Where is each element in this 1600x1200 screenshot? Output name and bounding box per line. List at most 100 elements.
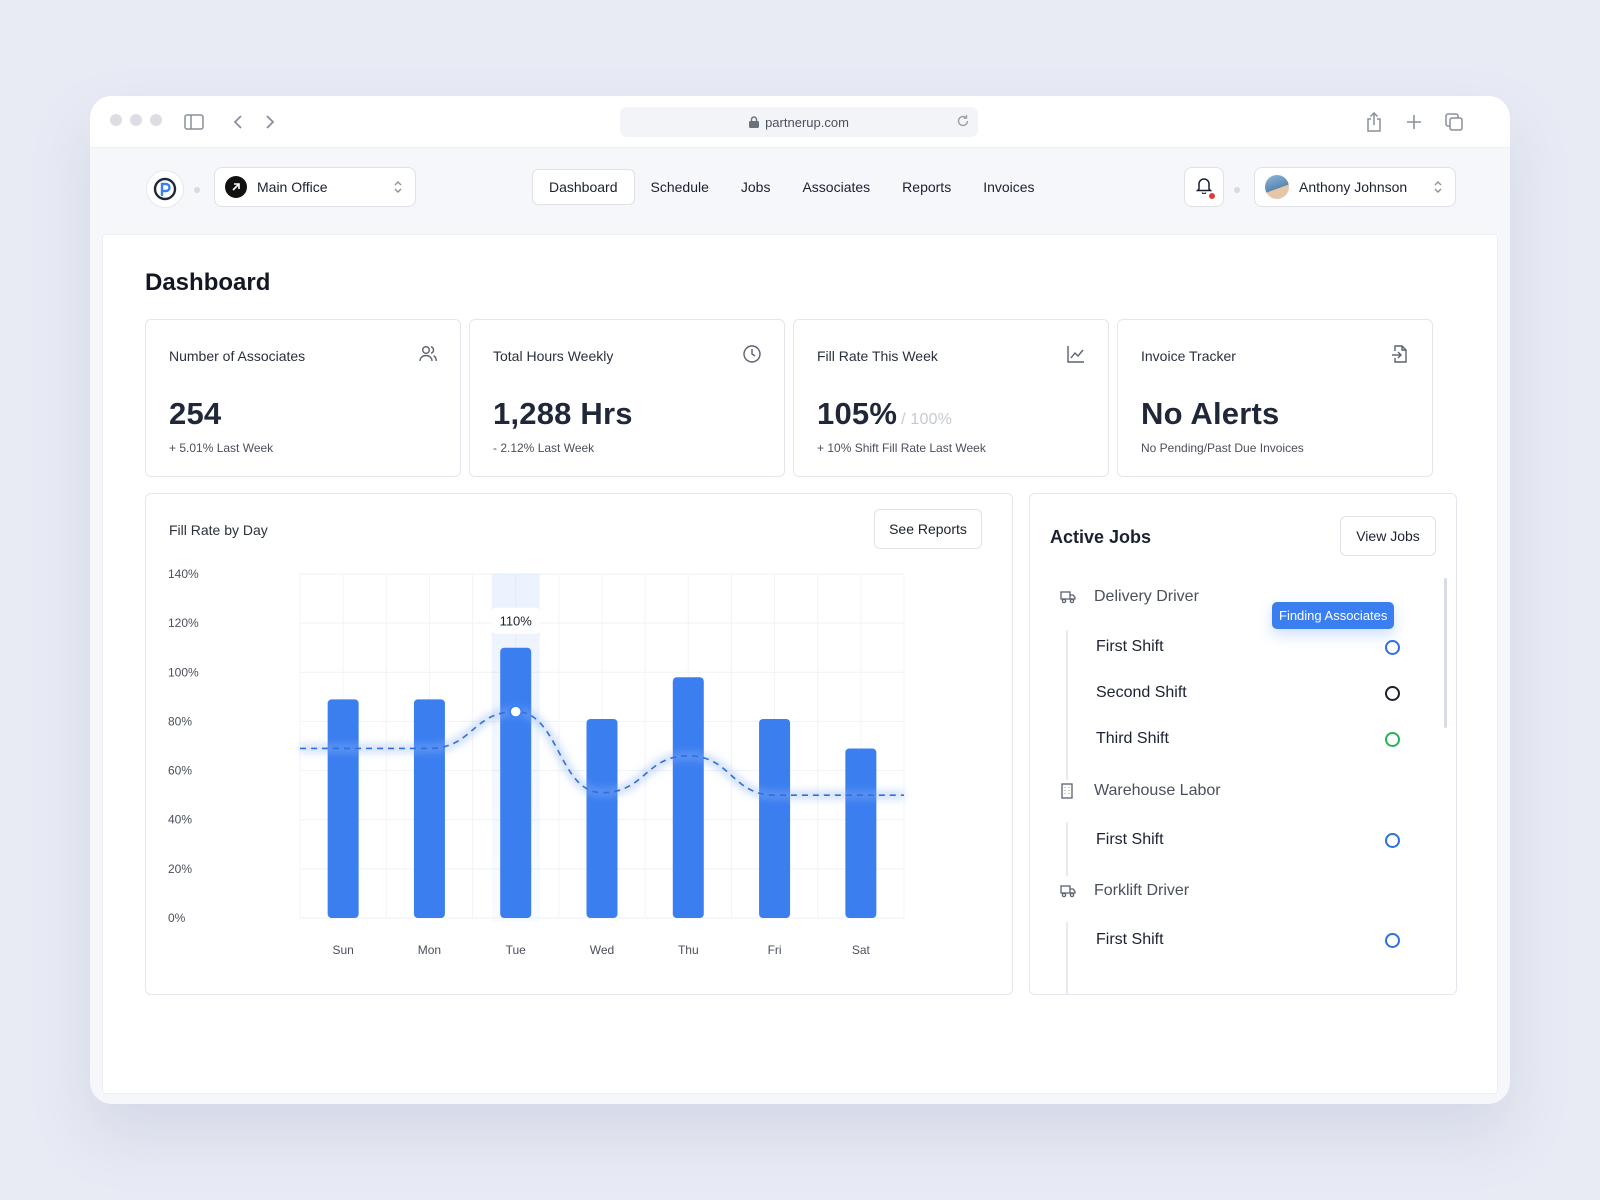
tab-reports[interactable]: Reports <box>902 179 952 195</box>
view-jobs-button[interactable]: View Jobs <box>1340 516 1436 556</box>
reload-icon[interactable] <box>956 114 970 131</box>
stat-value: 105%/ 100% <box>817 396 952 432</box>
fill-rate-chart: 0% 20% 40% 60% 80% 100% 120% 140% Sun Mon Tue Wed Th… <box>168 567 905 957</box>
office-icon <box>225 176 247 198</box>
status-ring <box>1385 640 1400 655</box>
highlight-tooltip <box>491 607 540 634</box>
user-menu[interactable]: Anthony Johnson <box>1254 167 1456 207</box>
highlight-value-label: 110% <box>500 614 533 629</box>
close-window-button[interactable] <box>110 114 122 126</box>
job-group-name: Warehouse Labor <box>1094 782 1221 799</box>
chart-title: Fill Rate by Day <box>169 522 268 538</box>
job-group-delivery-driver[interactable]: Delivery Driver <box>1060 588 1199 606</box>
tab-jobs[interactable]: Jobs <box>740 179 771 195</box>
shift-item[interactable]: Second Shift <box>1096 684 1187 701</box>
notifications-button[interactable] <box>1184 167 1224 207</box>
y-tick-label: 100% <box>168 665 199 679</box>
x-tick-label: Thu <box>678 943 699 957</box>
clock-icon <box>742 344 762 369</box>
job-group-name: Forklift Driver <box>1094 882 1190 899</box>
highlight-point <box>509 705 522 718</box>
fill-rate-chart-card: Fill Rate by Day See Reports 0% 20% 40% 60%… <box>145 493 1013 995</box>
tab-invoices[interactable]: Invoices <box>983 179 1035 195</box>
see-reports-button[interactable]: See Reports <box>874 509 982 549</box>
stat-label: Total Hours Weekly <box>493 348 614 364</box>
stat-label: Invoice Tracker <box>1141 348 1236 364</box>
url-text: partnerup.com <box>765 114 849 130</box>
status-ring <box>1385 686 1400 701</box>
y-tick-label: 40% <box>168 813 192 827</box>
brand-logo[interactable] <box>146 170 184 208</box>
tab-schedule[interactable]: Schedule <box>650 179 709 195</box>
y-tick-label: 60% <box>168 764 192 778</box>
separator-dot <box>1234 187 1240 193</box>
office-select[interactable]: Main Office <box>214 167 416 207</box>
bar-thu <box>672 677 704 918</box>
y-tick-label: 20% <box>168 862 192 876</box>
stat-value: 254 <box>169 396 222 431</box>
stat-change: + 5.01% Last Week <box>169 441 274 455</box>
file-export-icon <box>1390 344 1410 369</box>
stat-label: Fill Rate This Week <box>817 348 938 364</box>
shift-item[interactable]: Third Shift <box>1096 730 1169 747</box>
shift-item[interactable]: First Shift <box>1096 638 1164 655</box>
new-tab-icon[interactable] <box>1400 108 1428 136</box>
sidebar-toggle-icon[interactable] <box>180 108 208 136</box>
tab-dashboard[interactable]: Dashboard <box>532 169 635 205</box>
bar-fri <box>759 718 791 918</box>
tabs-overview-icon[interactable] <box>1440 108 1468 136</box>
shift-connector <box>1066 630 1068 780</box>
shift-item[interactable]: First Shift <box>1096 831 1164 848</box>
browser-titlebar: partnerup.com <box>90 96 1510 148</box>
lock-icon <box>749 116 760 128</box>
stat-value-target: / 100% <box>901 411 953 428</box>
window-controls <box>110 114 162 126</box>
stat-card-invoices: Invoice Tracker No Alerts No Pending/Pas… <box>1117 319 1433 477</box>
chevron-up-down-icon <box>393 180 403 197</box>
browser-window: partnerup.com Main Office <box>90 96 1510 1104</box>
y-tick-label: 120% <box>168 616 199 630</box>
separator-dot <box>194 187 200 193</box>
y-tick-label: 0% <box>168 911 186 925</box>
bar-tue <box>500 647 532 918</box>
job-group-name: Delivery Driver <box>1094 588 1199 605</box>
active-jobs-card: Active Jobs View Jobs Delivery Driver Fi… <box>1029 493 1457 995</box>
address-bar[interactable]: partnerup.com <box>620 107 978 137</box>
bar-sat <box>845 748 877 918</box>
job-group-forklift-driver[interactable]: Forklift Driver <box>1060 882 1189 900</box>
stat-value: No Alerts <box>1141 396 1280 431</box>
status-ring <box>1385 933 1400 948</box>
stat-change: + 10% Shift Fill Rate Last Week <box>817 441 986 455</box>
x-tick-label: Sat <box>852 943 871 957</box>
forward-icon[interactable] <box>256 108 284 136</box>
stat-change: No Pending/Past Due Invoices <box>1141 441 1304 455</box>
zoom-window-button[interactable] <box>150 114 162 126</box>
truck-icon <box>1060 884 1076 898</box>
bar-sun <box>327 699 359 918</box>
office-select-label: Main Office <box>257 179 328 195</box>
shift-connector <box>1066 822 1068 876</box>
scrollbar[interactable] <box>1444 578 1447 728</box>
bell-icon <box>1195 176 1213 199</box>
bar-wed <box>586 718 618 918</box>
notification-alert-dot <box>1208 192 1216 200</box>
building-icon <box>1060 783 1076 799</box>
stat-card-associates: Number of Associates 254 + 5.01% Last We… <box>145 319 461 477</box>
users-icon <box>418 344 438 369</box>
shift-item[interactable]: First Shift <box>1096 931 1164 948</box>
x-tick-label: Sun <box>332 943 353 957</box>
share-icon[interactable] <box>1360 108 1388 136</box>
chevron-up-down-icon <box>1433 180 1443 197</box>
app-header: Main Office Dashboard Schedule Jobs Asso… <box>90 148 1510 232</box>
status-ring <box>1385 833 1400 848</box>
y-tick-label: 80% <box>168 714 192 728</box>
back-icon[interactable] <box>224 108 252 136</box>
finding-associates-badge: Finding Associates <box>1272 602 1395 629</box>
y-tick-label: 140% <box>168 567 199 581</box>
minimize-window-button[interactable] <box>130 114 142 126</box>
job-group-warehouse-labor[interactable]: Warehouse Labor <box>1060 782 1221 800</box>
main-nav: Dashboard Schedule Jobs Associates Repor… <box>532 167 1051 207</box>
stat-card-fill-rate: Fill Rate This Week 105%/ 100% + 10% Shi… <box>793 319 1109 477</box>
tab-associates[interactable]: Associates <box>802 179 871 195</box>
shift-connector <box>1066 922 1068 994</box>
